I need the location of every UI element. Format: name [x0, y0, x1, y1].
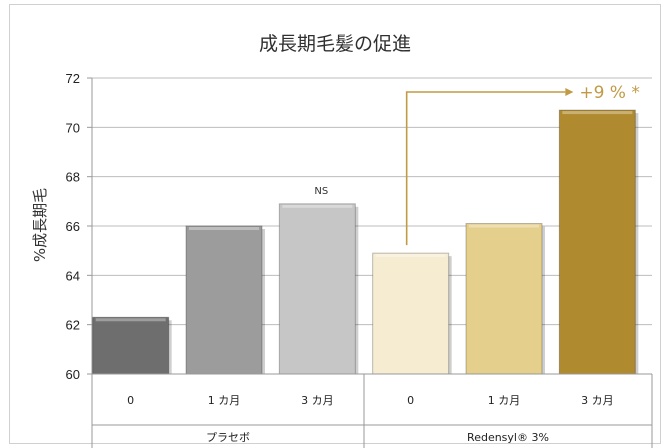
x-tick-label: 3 カ月: [301, 394, 334, 407]
y-tick-label: 66: [66, 219, 80, 234]
group-label: プラセボ: [206, 431, 250, 444]
x-tick-label: 3 カ月: [581, 394, 614, 407]
y-tick-label: 70: [66, 120, 80, 135]
x-tick-label: 1 カ月: [208, 394, 241, 407]
chart-title: 成長期毛髪の促進: [259, 33, 411, 55]
annotations: NS +9 % *: [314, 83, 640, 246]
bar: [92, 316, 172, 375]
x-tick-label: 0: [407, 394, 414, 407]
y-tick-label: 68: [66, 170, 80, 185]
chart-frame: [9, 4, 661, 444]
x-tick-label: 1 カ月: [488, 394, 521, 407]
increase-label: +9 % *: [579, 83, 640, 103]
group-label: Redensyl® 3%: [467, 431, 549, 444]
y-tick-labels: 60 62 64 66 68 70 72: [66, 71, 80, 382]
bar: [372, 252, 452, 375]
y-tick-label: 64: [66, 268, 80, 283]
ns-annotation: NS: [314, 186, 328, 197]
y-tick-label: 72: [66, 71, 80, 86]
bars: [92, 109, 639, 375]
bar: [558, 109, 639, 375]
y-axis-label: %成長期毛: [31, 188, 49, 262]
increase-arrow: [405, 88, 574, 246]
bar: [465, 223, 545, 375]
bar: [278, 203, 359, 375]
x-tick-label: 0: [127, 394, 134, 407]
y-tick-label: 62: [66, 318, 80, 333]
y-tick-label: 60: [66, 367, 80, 382]
bar: [185, 225, 265, 375]
